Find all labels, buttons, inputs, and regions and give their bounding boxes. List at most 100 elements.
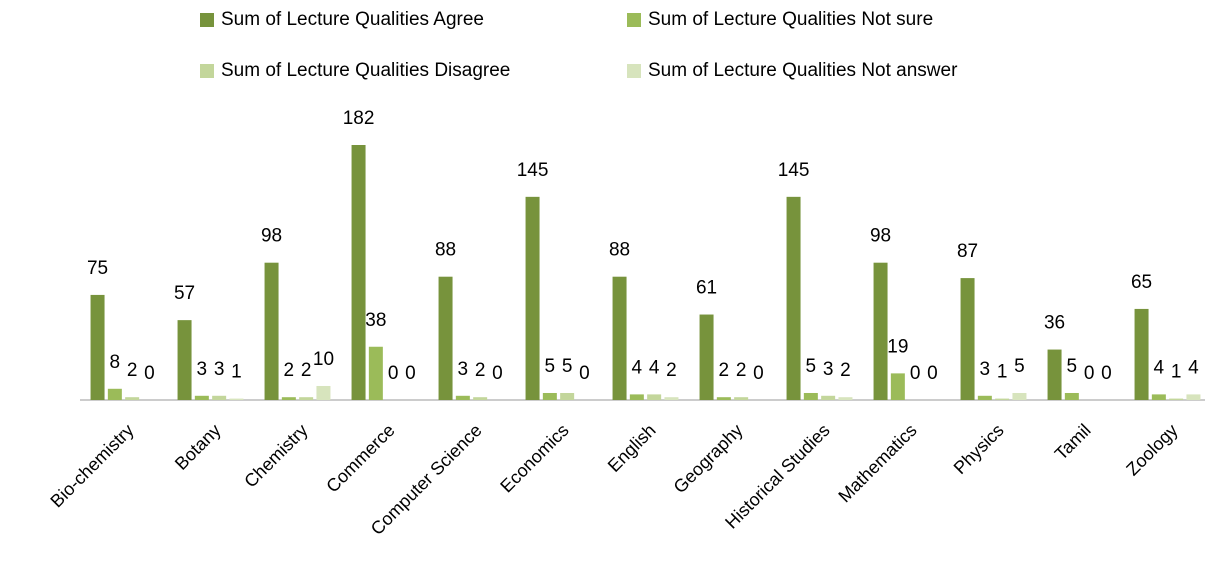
value-label: 5	[562, 356, 573, 377]
value-label: 1	[1171, 362, 1182, 383]
value-label: 5	[1014, 356, 1025, 377]
bar	[647, 394, 662, 400]
value-label: 3	[214, 359, 225, 380]
bar	[473, 397, 488, 400]
bar	[229, 398, 244, 400]
value-label: 38	[365, 310, 386, 331]
bar	[873, 262, 888, 400]
bar	[977, 395, 992, 400]
value-label: 145	[517, 160, 549, 181]
value-label: 0	[927, 363, 938, 384]
x-tick-label: Mathematics	[834, 420, 920, 506]
value-label: 3	[197, 359, 208, 380]
bar	[664, 397, 679, 400]
bar	[1012, 392, 1027, 400]
value-label: 57	[174, 283, 195, 304]
value-label: 0	[1084, 363, 1095, 384]
legend-label: Sum of Lecture Qualities Disagree	[221, 60, 510, 81]
x-tick-label: Economics	[496, 420, 572, 496]
bar	[612, 276, 627, 400]
value-label: 3	[980, 359, 991, 380]
legend-label: Sum of Lecture Qualities Not sure	[648, 9, 933, 30]
value-label: 0	[144, 363, 155, 384]
value-label: 2	[301, 360, 312, 381]
value-label: 5	[545, 356, 556, 377]
bar	[1047, 349, 1062, 400]
bar	[716, 397, 731, 400]
bar	[838, 397, 853, 400]
bar	[734, 397, 749, 400]
legend-swatch	[200, 13, 214, 27]
legend-label: Sum of Lecture Qualities Not answer	[648, 60, 958, 81]
value-label: 98	[261, 226, 282, 247]
value-label: 0	[388, 363, 399, 384]
value-label: 75	[87, 258, 108, 279]
value-label: 88	[435, 240, 456, 261]
bar	[299, 397, 314, 400]
bar	[1064, 392, 1079, 400]
x-tick-label: Bio-chemistry	[46, 420, 137, 511]
bar	[699, 314, 714, 400]
bar	[1169, 398, 1184, 400]
bar	[125, 397, 140, 400]
bar	[1186, 394, 1201, 400]
x-tick-label: English	[604, 420, 660, 476]
value-label: 0	[405, 363, 416, 384]
value-label: 19	[887, 336, 908, 357]
value-label: 2	[127, 360, 138, 381]
value-label: 182	[343, 108, 375, 129]
x-tick-label: Commerce	[322, 420, 398, 496]
bar	[821, 395, 836, 400]
bar	[351, 145, 366, 400]
bar	[264, 262, 279, 400]
bar	[281, 397, 296, 400]
value-label: 2	[840, 360, 851, 381]
x-tick-label: Chemistry	[240, 420, 311, 491]
value-label: 4	[649, 357, 660, 378]
bar	[786, 196, 801, 400]
bar	[455, 395, 470, 400]
bar	[438, 276, 453, 400]
value-label: 8	[110, 352, 121, 373]
x-tick-label: Zoology	[1122, 420, 1181, 479]
value-label: 88	[609, 240, 630, 261]
bar	[560, 392, 575, 400]
value-label: 2	[719, 360, 730, 381]
bar	[525, 196, 540, 400]
value-label: 0	[753, 363, 764, 384]
bar	[90, 294, 105, 400]
value-label: 1	[997, 362, 1008, 383]
x-tick-label: Geography	[670, 420, 747, 497]
value-label: 3	[823, 359, 834, 380]
bar	[1134, 308, 1149, 400]
value-label: 5	[806, 356, 817, 377]
bar	[1151, 394, 1166, 400]
bar	[316, 385, 331, 400]
value-label: 3	[458, 359, 469, 380]
value-label: 0	[910, 363, 921, 384]
value-label: 2	[475, 360, 486, 381]
bar	[194, 395, 209, 400]
value-label: 0	[1101, 363, 1112, 384]
legend-swatch	[200, 64, 214, 78]
value-label: 1	[231, 362, 242, 383]
legend-swatch	[627, 64, 641, 78]
value-label: 5	[1067, 356, 1078, 377]
bar	[629, 394, 644, 400]
value-label: 4	[1154, 357, 1165, 378]
bar	[177, 320, 192, 400]
bar	[212, 395, 227, 400]
bar	[995, 398, 1010, 400]
value-label: 36	[1044, 313, 1065, 334]
x-tick-label: Tamil	[1051, 420, 1095, 464]
value-label: 87	[957, 241, 978, 262]
value-label: 61	[696, 278, 717, 299]
bar	[890, 373, 905, 400]
x-tick-label: Physics	[950, 420, 1008, 478]
value-label: 65	[1131, 272, 1152, 293]
value-label: 10	[313, 349, 334, 370]
bar	[803, 392, 818, 400]
bar	[107, 388, 122, 400]
value-label: 0	[579, 363, 590, 384]
